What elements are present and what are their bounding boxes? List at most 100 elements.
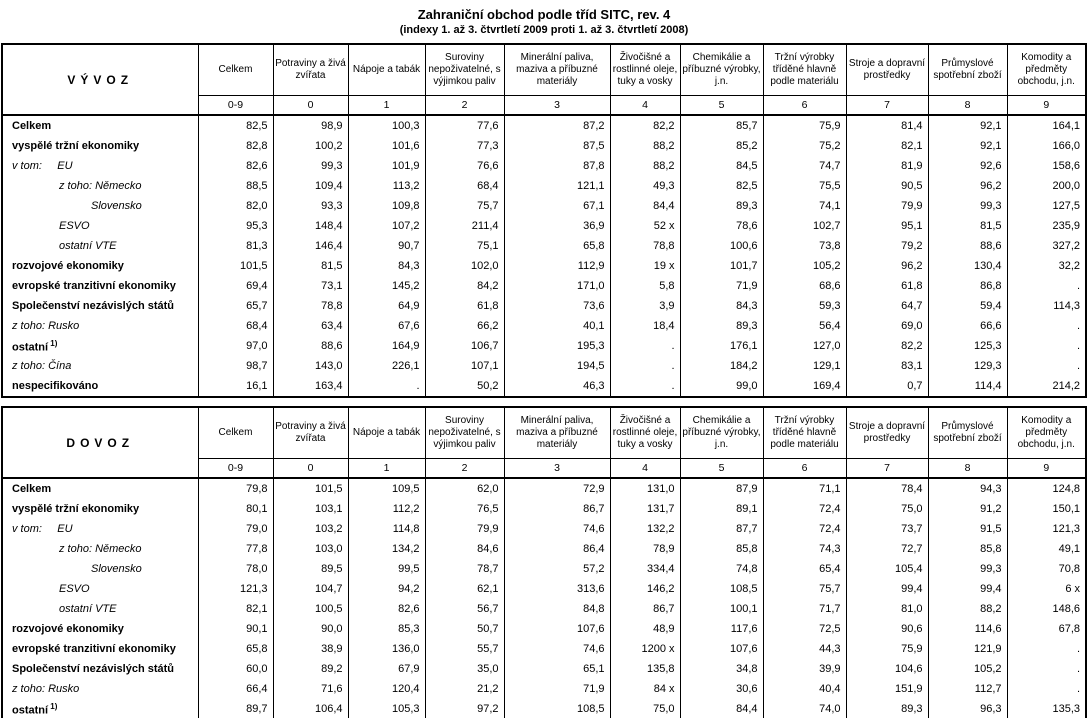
value-cell: 65,8 — [503, 236, 611, 256]
value-cell: 50,2 — [424, 376, 505, 397]
column-code-cell: 0 — [272, 458, 349, 479]
column-header-cell: Komodity a předměty obchodu, j.n. — [1006, 407, 1087, 459]
value-cell: 87,2 — [503, 115, 611, 136]
value-cell: 74,8 — [679, 559, 764, 579]
column-header-cell: Celkem — [197, 44, 274, 96]
value-cell: 148,4 — [272, 216, 349, 236]
column-header-cell: Komodity a předměty obchodu, j.n. — [1006, 44, 1087, 96]
value-cell: 106,7 — [424, 336, 505, 356]
value-cell: 84,4 — [679, 699, 764, 718]
column-code-cell: 7 — [845, 458, 929, 479]
value-cell: 78,8 — [609, 236, 681, 256]
value-cell: 79,0 — [197, 519, 274, 539]
value-cell: 184,2 — [679, 356, 764, 376]
value-cell: 60,0 — [197, 659, 274, 679]
value-cell: 313,6 — [503, 579, 611, 599]
value-cell: 68,4 — [424, 176, 505, 196]
value-cell: 99,3 — [927, 559, 1008, 579]
value-cell: 59,4 — [927, 296, 1008, 316]
value-cell: 164,1 — [1006, 115, 1087, 136]
row-label: Slovensko — [1, 196, 199, 216]
value-cell: 125,3 — [927, 336, 1008, 356]
value-cell: 135,3 — [1006, 699, 1087, 718]
value-cell: 99,3 — [927, 196, 1008, 216]
value-cell: 129,3 — [927, 356, 1008, 376]
value-cell: 84,3 — [347, 256, 426, 276]
value-cell: . — [1006, 639, 1087, 659]
row-label: Celkem — [1, 478, 199, 499]
value-cell: 62,1 — [424, 579, 505, 599]
value-cell: 85,2 — [679, 136, 764, 156]
value-cell: 75,9 — [762, 115, 847, 136]
column-code-cell: 9 — [1006, 458, 1087, 479]
value-cell: 109,8 — [347, 196, 426, 216]
value-cell: 35,0 — [424, 659, 505, 679]
row-label: z toho: Německo — [1, 176, 199, 196]
value-cell: 107,6 — [679, 639, 764, 659]
value-cell: 69,4 — [197, 276, 274, 296]
value-cell: 0,7 — [845, 376, 929, 397]
value-cell: 98,9 — [272, 115, 349, 136]
row-label: ostatní 1) — [1, 336, 199, 356]
value-cell: 109,4 — [272, 176, 349, 196]
value-cell: 89,7 — [197, 699, 274, 718]
value-cell: . — [609, 376, 681, 397]
value-cell: 74,6 — [503, 519, 611, 539]
value-cell: 102,7 — [762, 216, 847, 236]
value-cell: 151,9 — [845, 679, 929, 699]
column-header-cell: Stroje a dopravní prostředky — [845, 407, 929, 459]
column-header-cell: Celkem — [197, 407, 274, 459]
row-label: v tom: EU — [1, 156, 199, 176]
value-cell: 105,3 — [347, 699, 426, 718]
value-cell: 66,6 — [927, 316, 1008, 336]
value-cell: 100,5 — [272, 599, 349, 619]
value-cell: . — [1006, 276, 1087, 296]
value-cell: 30,6 — [679, 679, 764, 699]
column-header-cell: Tržní výrobky tříděné hlavně podle mater… — [762, 407, 847, 459]
value-cell: 59,3 — [762, 296, 847, 316]
column-header-cell: Suroviny nepoživatelné, s výjimkou paliv — [424, 44, 505, 96]
value-cell: 65,1 — [503, 659, 611, 679]
value-cell: 40,4 — [762, 679, 847, 699]
value-cell: 82,1 — [197, 599, 274, 619]
table-row: z toho: Německo 88,5 109,4 113,2 68,4 121,1 49… — [1, 176, 1087, 196]
value-cell: 97,0 — [197, 336, 274, 356]
value-cell: 21,2 — [424, 679, 505, 699]
column-code-cell: 3 — [503, 458, 611, 479]
value-cell: 89,3 — [679, 316, 764, 336]
value-cell: 145,2 — [347, 276, 426, 296]
import-table: DOVOZ Celkem Potraviny a živá zvířata Nápoj… — [1, 406, 1087, 718]
value-cell: 121,3 — [1006, 519, 1087, 539]
value-cell: 57,2 — [503, 559, 611, 579]
value-cell: 131,7 — [609, 499, 681, 519]
value-cell: 98,7 — [197, 356, 274, 376]
column-header-cell: Živočišné a rostlinné oleje, tuky a vosk… — [609, 44, 681, 96]
value-cell: 78,8 — [272, 296, 349, 316]
row-label: v tom: EU — [1, 519, 199, 539]
value-cell: 92,1 — [927, 115, 1008, 136]
value-cell: 150,1 — [1006, 499, 1087, 519]
value-cell: . — [1006, 679, 1087, 699]
value-cell: 34,8 — [679, 659, 764, 679]
column-code-cell: 5 — [679, 95, 764, 116]
value-cell: 163,4 — [272, 376, 349, 397]
column-header-cell: Stroje a dopravní prostředky — [845, 44, 929, 96]
value-cell: 89,5 — [272, 559, 349, 579]
value-cell: 88,5 — [197, 176, 274, 196]
value-cell: 72,9 — [503, 478, 611, 499]
value-cell: 91,2 — [927, 499, 1008, 519]
column-header-cell: Chemikálie a příbuzné výrobky, j.n. — [679, 407, 764, 459]
value-cell: 107,6 — [503, 619, 611, 639]
value-cell: 143,0 — [272, 356, 349, 376]
value-cell: 75,1 — [424, 236, 505, 256]
value-cell: 79,8 — [197, 478, 274, 499]
value-cell: 94,2 — [347, 579, 426, 599]
value-cell: 65,8 — [197, 639, 274, 659]
value-cell: 96,2 — [927, 176, 1008, 196]
value-cell: 105,2 — [762, 256, 847, 276]
value-cell: 66,2 — [424, 316, 505, 336]
value-cell: 3,9 — [609, 296, 681, 316]
value-cell: 72,4 — [762, 519, 847, 539]
value-cell: 77,8 — [197, 539, 274, 559]
